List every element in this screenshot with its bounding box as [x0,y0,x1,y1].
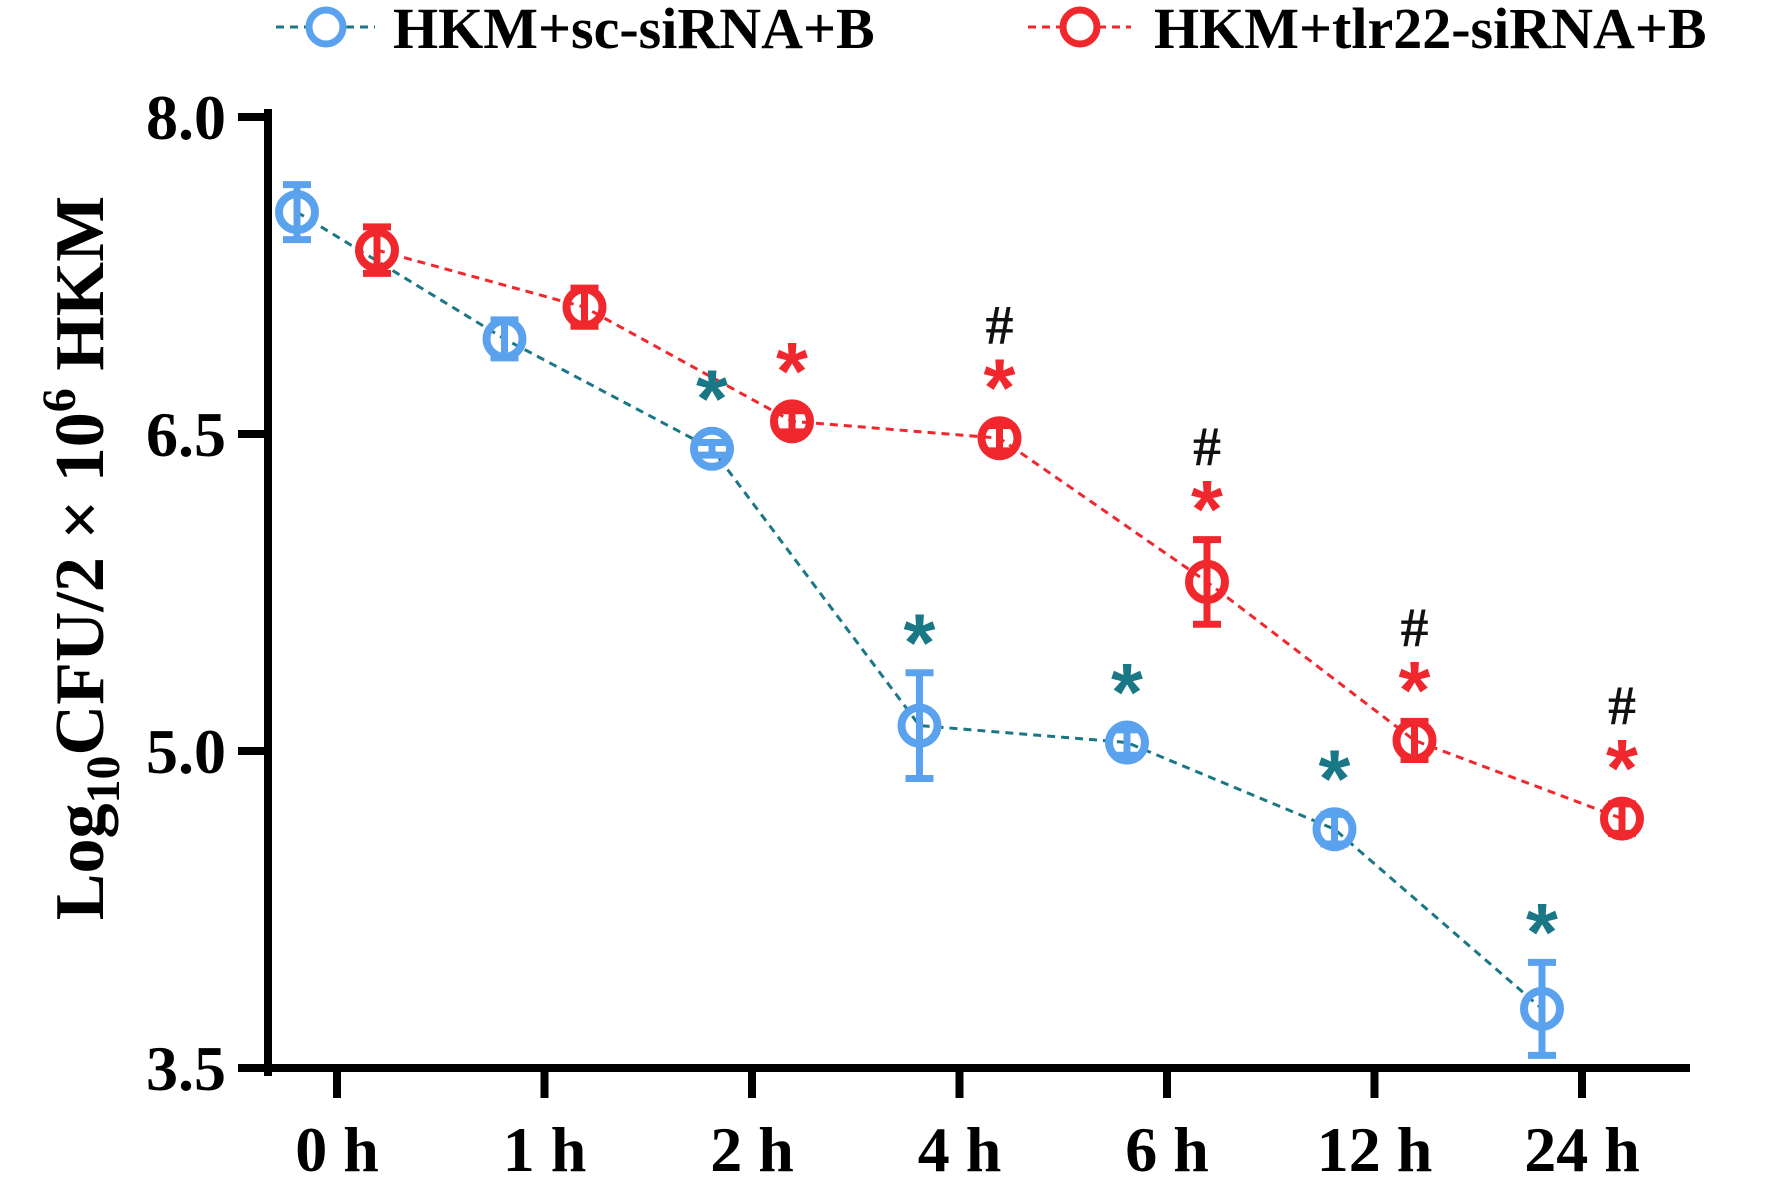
significance-star: * [1319,734,1351,825]
data-point [355,228,399,273]
series-layer [275,181,1644,1059]
y-axis-label-tail: HKM [42,196,119,388]
y-axis-label-main: CFU/2 × 10 [42,412,119,755]
y-tick-label: 5.0 [146,716,226,787]
data-point [275,190,319,235]
data-point [1312,807,1357,852]
significance-hash: # [1401,597,1429,659]
data-point [482,316,527,361]
significance-hash: # [1608,676,1636,738]
significance-hash: # [1193,417,1221,479]
y-axis-label: Log10CFU/2 × 106 HKM [33,196,130,920]
legend-item-1: HKM+sc-siRNA+B [276,0,875,61]
x-tick-label: 1 h [503,1114,587,1182]
data-point [897,703,942,748]
data-point [690,426,734,471]
significance-star: * [1111,648,1143,739]
data-point [977,416,1022,461]
significance-star: * [1191,465,1223,556]
y-axis-label-exponent: 6 [33,388,86,412]
significance-hash: # [986,295,1014,357]
y-axis-label-log: Log [42,803,119,920]
significance-star: * [984,343,1016,434]
series-1 [275,181,1564,1059]
legend: HKM+sc-siRNA+B HKM+tlr22-siRNA+B [276,0,1707,61]
significance-star: * [1399,645,1431,736]
significance-star: * [776,326,808,417]
significance-star: * [696,354,728,445]
x-tick-label: 4 h [918,1114,1002,1182]
data-point [770,399,814,444]
data-point [1185,559,1229,604]
annotation-layer: ****** *#*#*#*# [696,295,1638,978]
y-axis-label-log-subscript: 10 [77,755,130,803]
y-tick-label: 6.5 [146,399,226,470]
x-tick-label: 12 h [1317,1114,1433,1182]
legend-marker [305,6,347,48]
significance-star: * [904,598,936,689]
legend-label: HKM+tlr22-siRNA+B [1154,0,1707,61]
significance-star: * [1526,887,1558,978]
legend-label: HKM+sc-siRNA+B [393,0,875,61]
data-point [1105,720,1149,765]
data-point [562,285,607,330]
significance-star: * [1606,724,1638,815]
series-2 [355,223,1644,841]
data-point [1600,796,1644,841]
y-tick-label: 8.0 [146,82,226,153]
x-tick-label: 6 h [1125,1114,1209,1182]
x-tick-label: 0 h [295,1114,379,1182]
legend-marker [1059,6,1101,48]
data-point [1520,986,1564,1031]
data-point [1392,718,1437,763]
y-axis-label-group: Log10CFU/2 × 106 HKM [33,196,130,920]
axes: 3.5 5.0 6.5 8.0 0 h 1 h 2 h 4 h 6 h 12 h 24 h [146,82,1690,1182]
legend-item-2: HKM+tlr22-siRNA+B [1028,0,1707,61]
x-tick-label: 2 h [710,1114,794,1182]
x-tick-label: 24 h [1524,1114,1640,1182]
y-tick-label: 3.5 [146,1033,226,1104]
